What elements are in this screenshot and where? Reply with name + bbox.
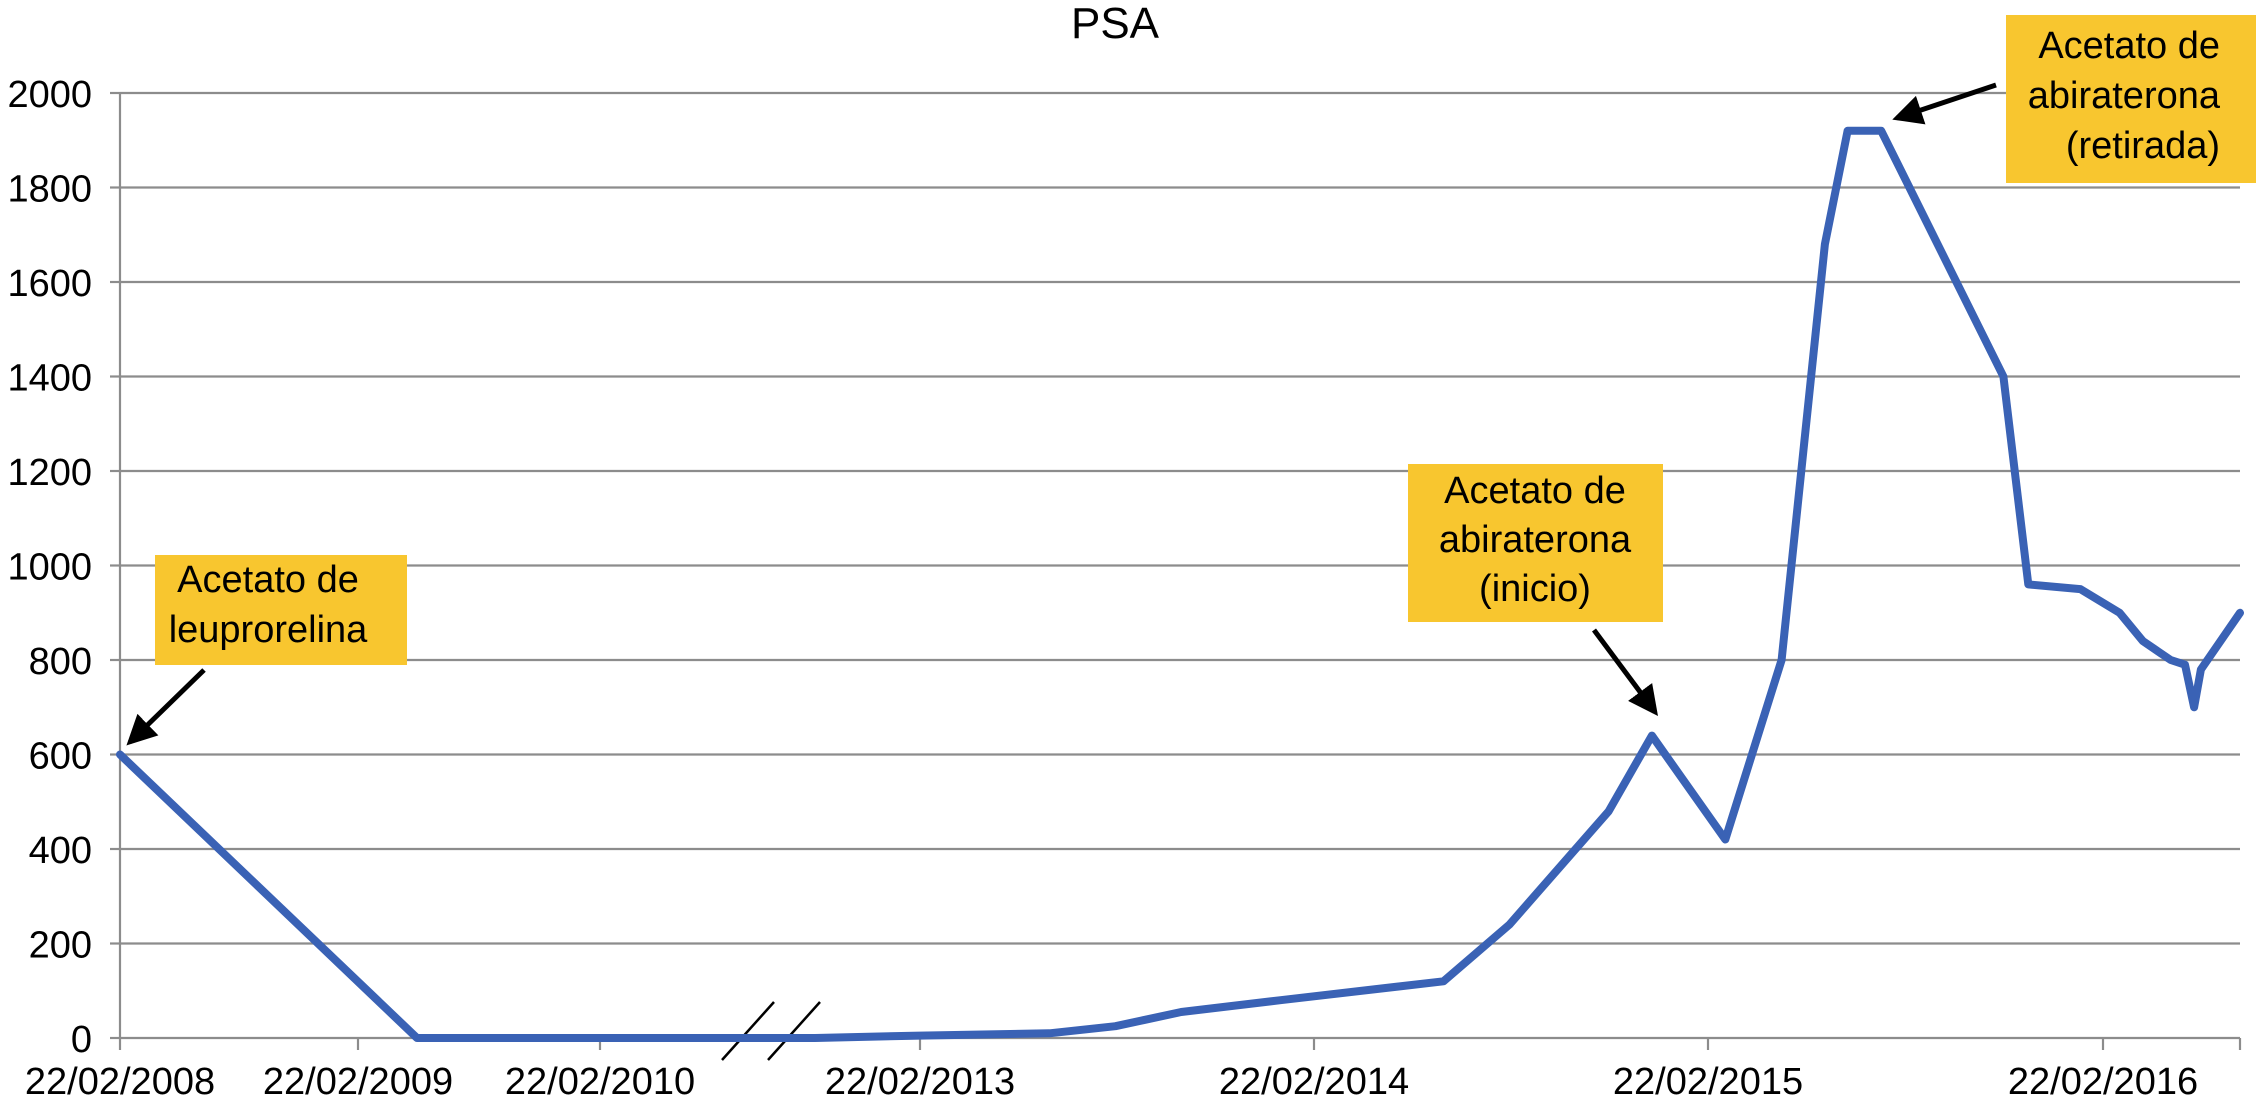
y-tick-label: 800 — [29, 641, 92, 683]
annotation-box — [155, 555, 407, 665]
y-tick-label: 400 — [29, 830, 92, 872]
x-tick-label: 22/02/2008 — [25, 1061, 215, 1103]
psa-series-line — [116, 126, 2244, 1042]
grid-lines — [120, 91, 2240, 945]
y-tick-label: 1200 — [7, 452, 92, 494]
y-axis: 0 200 400 600 800 1000 1200 1400 1600 1800 2000 — [7, 74, 122, 1061]
annotation-box — [1408, 464, 1663, 622]
annotation-arrow — [1591, 628, 1658, 717]
x-tick-label: 22/02/2009 — [263, 1061, 453, 1103]
annotation-box — [2006, 15, 2256, 183]
y-tick-label: 600 — [29, 736, 92, 778]
x-tick-label: 22/02/2013 — [825, 1061, 1015, 1103]
annotation-text: Acetato de — [1444, 470, 1626, 512]
y-tick-label: 2000 — [7, 74, 92, 116]
axis-break-mark — [767, 1001, 821, 1061]
series-layer — [116, 126, 2244, 1042]
y-tick-label: 1600 — [7, 263, 92, 305]
x-tick-label: 22/02/2010 — [505, 1061, 695, 1103]
y-tick-label: 200 — [29, 925, 92, 967]
axis-break-mark — [721, 1001, 775, 1061]
x-tick-label: 22/02/2015 — [1613, 1061, 1803, 1103]
annotations-layer: Acetato de leuprorelina Acetato de abirater… — [126, 15, 2256, 746]
y-tick-label: 1000 — [7, 547, 92, 589]
y-tick-label: 1800 — [7, 169, 92, 211]
annotation-text: (inicio) — [1479, 568, 1591, 610]
y-tick-label: 1400 — [7, 358, 92, 400]
y-tick-label: 0 — [71, 1019, 92, 1061]
annotation-arrow — [126, 668, 206, 746]
x-axis: 22/02/2008 22/02/2009 22/02/2010 22/02/2013… — [25, 1001, 2242, 1103]
annotation-text: (retirada) — [2066, 125, 2220, 167]
annotation-text: Acetato de — [2038, 25, 2220, 67]
annotation-arrow — [1892, 82, 1997, 125]
x-tick-label: 22/02/2014 — [1219, 1061, 1409, 1103]
annotation-text: abiraterona — [1439, 519, 1632, 561]
annotation-text: Acetato de — [177, 559, 359, 601]
annotation-text: abiraterona — [2028, 75, 2221, 117]
chart-title: PSA — [1071, 0, 1160, 48]
annotation-text: leuprorelina — [169, 609, 368, 651]
x-tick-label: 22/02/2016 — [2008, 1061, 2198, 1103]
